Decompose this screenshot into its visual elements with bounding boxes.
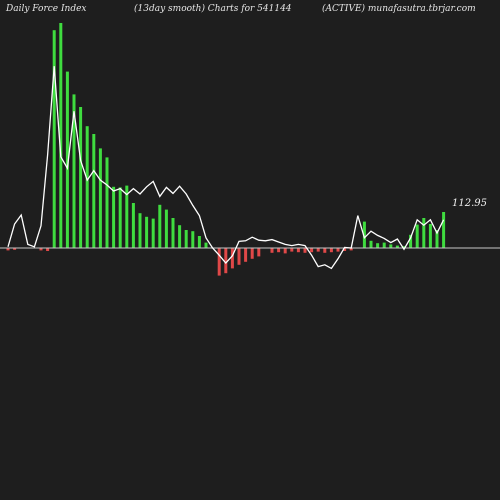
positive-bar <box>105 157 109 248</box>
positive-bar <box>382 242 386 248</box>
positive-bar <box>112 186 116 248</box>
positive-bar <box>79 107 83 248</box>
force-index-bars <box>6 23 446 276</box>
negative-bar <box>277 248 281 253</box>
negative-bar <box>224 248 228 274</box>
positive-bar <box>92 134 96 248</box>
positive-bar <box>125 185 129 248</box>
positive-bar <box>402 246 406 248</box>
positive-bar <box>409 234 413 248</box>
negative-bar <box>323 248 327 253</box>
positive-bar <box>158 204 162 248</box>
smoothed-force-line <box>7 66 445 270</box>
positive-bar <box>389 244 393 248</box>
positive-bar <box>415 224 419 248</box>
last-value-label: 112.95 <box>452 198 487 209</box>
positive-bar <box>376 243 380 248</box>
header-left-title: Daily Force Index <box>5 4 87 14</box>
positive-bar <box>138 213 142 248</box>
positive-bar <box>164 209 168 248</box>
positive-bar <box>72 94 76 249</box>
positive-bar <box>422 218 426 248</box>
positive-bar <box>442 212 446 248</box>
negative-bar <box>237 248 241 265</box>
positive-bar <box>362 221 366 248</box>
negative-bar <box>290 248 294 252</box>
negative-bar <box>250 248 254 259</box>
negative-bar <box>296 248 300 253</box>
positive-bar <box>191 231 195 248</box>
positive-bar <box>85 126 89 248</box>
positive-bar <box>395 245 399 248</box>
negative-bar <box>343 248 347 251</box>
positive-bar <box>98 148 102 248</box>
positive-bar <box>52 30 56 249</box>
negative-bar <box>310 248 314 253</box>
negative-bar <box>270 248 274 253</box>
negative-bar <box>6 248 10 251</box>
negative-bar <box>13 248 17 250</box>
positive-bar <box>197 236 201 248</box>
positive-bar <box>145 216 149 248</box>
positive-bar <box>178 225 182 248</box>
negative-bar <box>46 248 50 251</box>
positive-bar <box>118 187 122 248</box>
negative-bar <box>349 248 353 251</box>
positive-bar <box>369 240 373 248</box>
positive-bar <box>435 230 439 248</box>
negative-bar <box>283 248 287 254</box>
negative-bar <box>336 248 340 252</box>
header-right-title: (ACTIVE) munafasutra.tbrjar.com <box>322 3 476 14</box>
positive-bar <box>151 218 155 248</box>
header-middle-title: (13day smooth) Charts for 541144 <box>134 3 292 14</box>
negative-bar <box>230 248 234 269</box>
negative-bar <box>244 248 248 262</box>
positive-bar <box>171 218 175 248</box>
positive-bar <box>131 203 135 248</box>
negative-bar <box>39 248 43 251</box>
negative-bar <box>217 248 221 276</box>
negative-bar <box>316 248 320 252</box>
negative-bar <box>303 248 307 253</box>
positive-bar <box>204 242 208 248</box>
positive-bar <box>184 230 188 248</box>
negative-bar <box>329 248 333 253</box>
positive-bar <box>65 71 69 248</box>
positive-bar <box>59 23 63 248</box>
positive-bar <box>428 224 432 248</box>
negative-bar <box>257 248 261 257</box>
